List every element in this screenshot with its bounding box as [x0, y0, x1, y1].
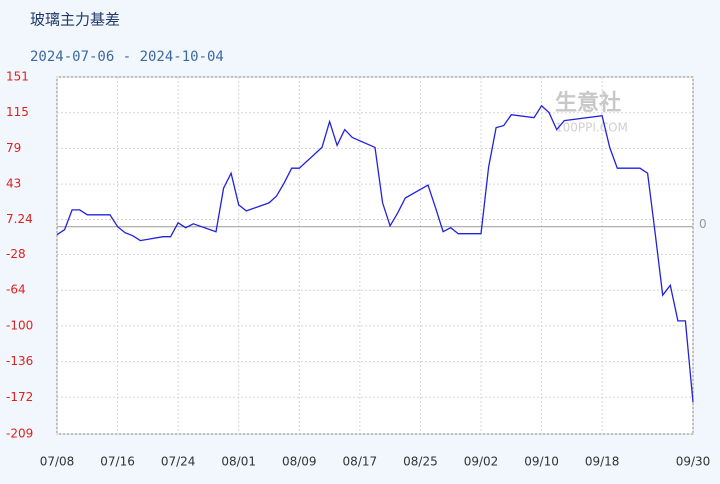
y-tick-label: -100 [6, 318, 33, 332]
y-tick-label: -64 [6, 283, 26, 297]
y-tick-label: -209 [6, 427, 33, 441]
data-line [56, 104, 694, 403]
x-tick-label: 07/08 [40, 455, 75, 469]
watermark: 100PPI.COM [555, 121, 628, 135]
y-tick-label: 115 [6, 105, 29, 119]
y-tick-label: 43 [6, 177, 21, 191]
x-tick-label: 09/30 [676, 455, 711, 469]
x-tick-label: 09/18 [585, 455, 620, 469]
x-tick-label: 09/10 [524, 455, 559, 469]
watermark: 生意社 [555, 90, 621, 116]
reference-label: 0 [699, 217, 707, 231]
x-tick-label: 08/17 [343, 455, 378, 469]
y-tick-label: -172 [6, 390, 33, 404]
y-tick-label: -136 [6, 354, 33, 368]
y-tick-label: 7.24 [6, 212, 33, 226]
x-tick-label: 08/25 [403, 455, 438, 469]
chart-subtitle: 2024-07-06 - 2024-10-04 [30, 49, 224, 65]
plot-area [56, 76, 694, 435]
y-tick-label: 79 [6, 141, 21, 155]
x-tick-label: 07/16 [100, 455, 135, 469]
chart-title: 玻璃主力基差 [30, 11, 120, 29]
y-tick-label: 151 [6, 70, 29, 84]
x-tick-label: 08/09 [282, 455, 317, 469]
x-tick-label: 08/01 [221, 455, 256, 469]
y-tick-label: -28 [6, 247, 26, 261]
x-tick-label: 09/02 [464, 455, 499, 469]
x-tick-label: 07/24 [161, 455, 196, 469]
